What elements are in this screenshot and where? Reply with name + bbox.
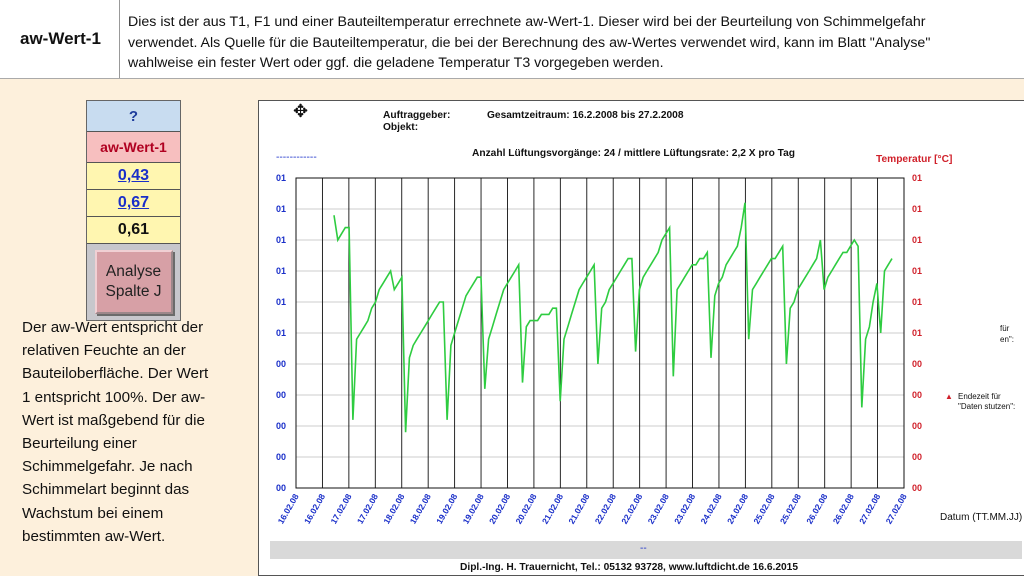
desc-line: relativen Feuchte an der xyxy=(22,342,186,360)
auftraggeber-label: Auftraggeber: xyxy=(383,110,451,121)
desc-line: Wachstum bei einem xyxy=(22,504,164,522)
desc-line: Der aw-Wert entspricht der xyxy=(22,319,204,336)
aw-description: Der aw-Wert entspricht der relativen Feu… xyxy=(22,316,248,548)
left-legend-dash: ------------ xyxy=(276,152,317,163)
chart-panel xyxy=(258,100,1024,576)
objekt-label: Objekt: xyxy=(383,122,419,133)
desc-line: Wert ist maßgebend für die xyxy=(22,411,205,429)
footer-credit: Dipl.-Ing. H. Trauernicht, Tel.: 05132 9… xyxy=(460,562,798,573)
aw-value-current: 0,61 xyxy=(87,217,180,244)
page-title: aw-Wert-1 xyxy=(0,0,120,78)
button-label-line2: Spalte J xyxy=(105,283,162,300)
footer-bar xyxy=(270,541,1022,559)
aw-label-cell: aw-Wert-1 xyxy=(87,132,180,163)
marker-triangle-icon: ▲ xyxy=(945,392,953,401)
aw-value-link-2[interactable]: 0,67 xyxy=(87,190,180,217)
move-cursor-icon: ✥ xyxy=(293,101,309,121)
x-axis-label: Datum (TT.MM.JJ) xyxy=(940,512,1023,523)
desc-line: Schimmelart beginnt das xyxy=(22,481,190,499)
button-area: Analyse Spalte J xyxy=(87,244,180,320)
desc-line: Beurteilung einer xyxy=(22,435,137,453)
aw-value-link-1[interactable]: 0,43 xyxy=(87,163,180,190)
side-note-line: für xyxy=(1000,324,1010,333)
lueftung-label: Anzahl Lüftungsvorgänge: 24 / mittlere L… xyxy=(472,148,796,159)
header-line: wahlweise ein fester Wert oder ggf. die … xyxy=(128,55,664,71)
button-label-line1: Analyse xyxy=(105,263,162,280)
temperature-axis-title: Temperatur [°C] xyxy=(876,154,953,165)
side-note-line: "Daten stutzen": xyxy=(958,402,1016,411)
side-note-line: en": xyxy=(1000,335,1014,344)
side-note-line: Endezeit für xyxy=(958,392,1001,401)
aw-value-panel: ? aw-Wert-1 0,43 0,67 0,61 Analyse Spalt… xyxy=(86,100,181,321)
zeitraum-label: Gesamtzeitraum: 16.2.2008 bis 27.2.2008 xyxy=(487,110,684,121)
desc-line: Schimmelgefahr. Je nach xyxy=(22,458,193,476)
header-line: Dies ist der aus T1, F1 und einer Bautei… xyxy=(128,14,926,30)
header-line: verwendet. Als Quelle für die Bauteiltem… xyxy=(128,34,931,51)
footer-dash: -- xyxy=(640,543,647,554)
analyse-column-j-button[interactable]: Analyse Spalte J xyxy=(94,250,173,314)
help-cell[interactable]: ? xyxy=(87,101,180,132)
desc-line: 1 entspricht 100%. Der aw- xyxy=(22,388,206,406)
header-bar: aw-Wert-1 Dies ist der aus T1, F1 und ei… xyxy=(0,0,1024,79)
desc-line: bestimmten aw-Wert. xyxy=(22,527,166,545)
desc-line: Bauteiloberfläche. Der Wert xyxy=(22,365,209,383)
header-description: Dies ist der aus T1, F1 und einer Bautei… xyxy=(128,12,1018,74)
